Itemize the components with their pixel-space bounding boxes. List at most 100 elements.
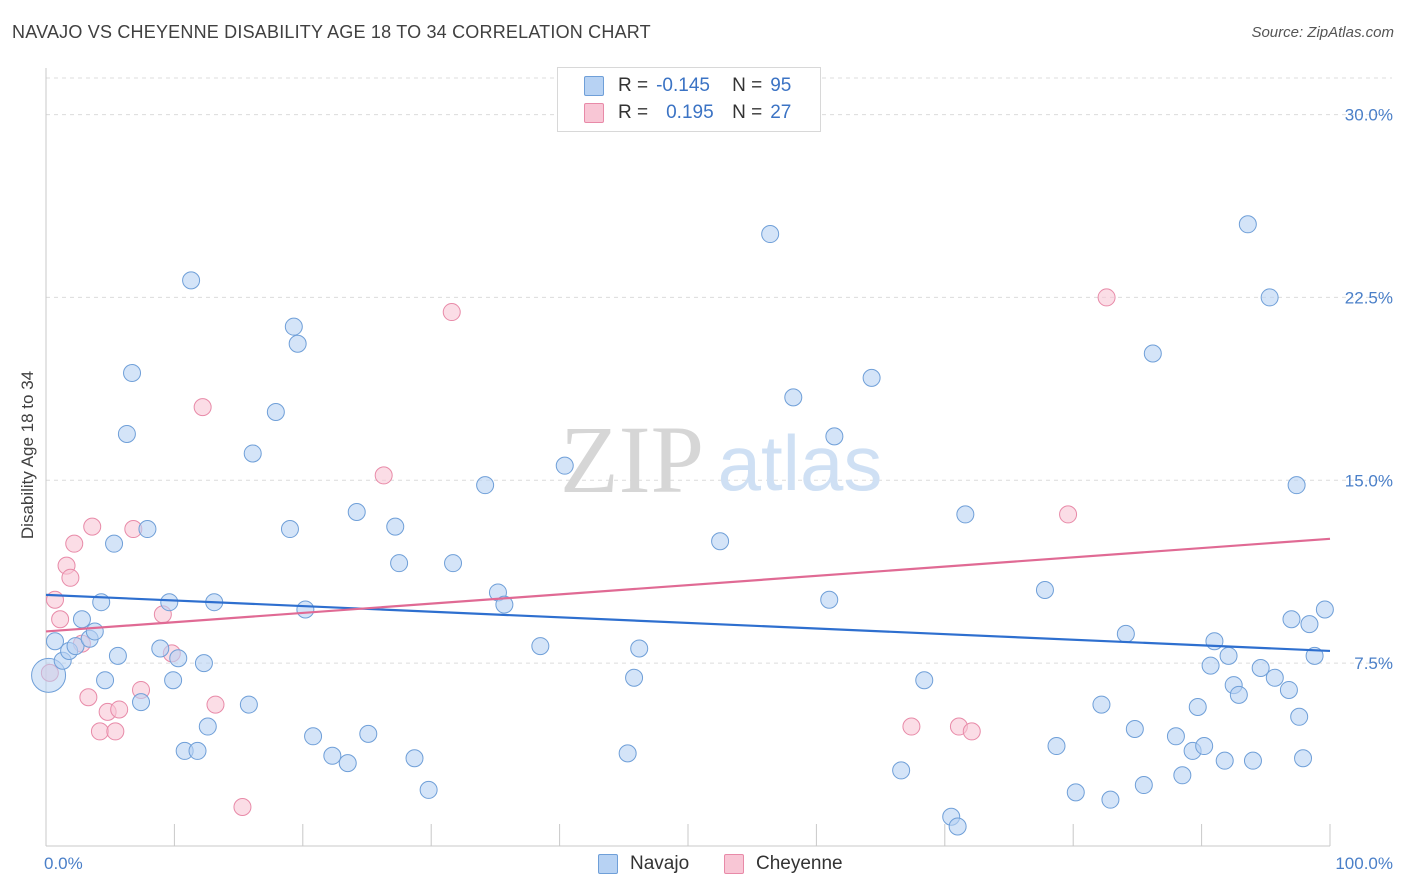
legend-item-cheyenne: Cheyenne [724, 853, 843, 875]
navajo-point-11 [108, 646, 127, 665]
navajo-point-31 [288, 334, 307, 353]
navajo-point-88 [1282, 610, 1301, 629]
navajo-point-86 [1265, 668, 1284, 687]
navajo-point-71 [1166, 727, 1185, 746]
cheyenne-point-12 [110, 700, 129, 719]
navajo-swatch [584, 76, 604, 96]
navajo-point-67 [1116, 624, 1135, 643]
navajo-point-45 [495, 595, 514, 614]
legend-navajo-swatch [598, 854, 618, 874]
cheyenne-point-17 [193, 398, 212, 417]
cheyenne-point-4 [61, 568, 80, 587]
x-tick-label-1: 100.0% [1335, 854, 1393, 873]
navajo-point-5 [72, 610, 91, 629]
watermark-zip: ZIP [560, 406, 704, 513]
gridlines [46, 77, 1392, 664]
navajo-point-62 [1035, 581, 1054, 599]
navajo-point-53 [784, 388, 803, 407]
navajo-point-4 [66, 637, 85, 656]
navajo-point-38 [386, 517, 405, 536]
navajo-point-91 [1294, 749, 1313, 768]
navajo-point-56 [862, 368, 881, 387]
navajo-point-82 [1238, 215, 1257, 234]
cheyenne-point-1 [45, 590, 64, 609]
navajo-point-72 [1173, 766, 1192, 785]
navajo-point-68 [1125, 719, 1144, 738]
correlation-legend: R = -0.145 N = 95 R = 0.195 N = 27 [557, 67, 821, 132]
cheyenne-point-2 [51, 610, 70, 629]
navajo-point-22 [188, 741, 207, 760]
navajo-point-13 [123, 364, 142, 383]
navajo-r-value: -0.145 [656, 75, 710, 96]
trend-lines [45, 537, 1331, 653]
navajo-point-39 [390, 554, 409, 573]
cheyenne-trend-line [45, 537, 1331, 633]
cheyenne-point-21 [442, 303, 461, 322]
legend-navajo-label: Navajo [630, 853, 690, 874]
navajo-point-51 [711, 532, 730, 551]
tick-labels: 7.5% 15.0% 22.5% 30.0% 0.0% 100.0% [44, 106, 1393, 873]
navajo-point-52 [761, 225, 780, 244]
navajo-point-75 [1195, 737, 1214, 756]
navajo-point-50 [630, 639, 649, 658]
navajo-point-83 [1243, 751, 1262, 770]
watermark-atlas: atlas [718, 419, 883, 507]
legend-item-navajo: Navajo [598, 853, 689, 875]
navajo-point-87 [1279, 680, 1298, 699]
cheyenne-point-25 [1059, 505, 1078, 524]
cheyenne-n-value: 27 [770, 102, 792, 123]
source-label: Source: ZipAtlas.com [1251, 24, 1394, 41]
navajo-point-27 [243, 444, 262, 463]
legend-cheyenne-swatch [724, 854, 744, 874]
navajo-point-48 [618, 744, 637, 763]
navajo-point-42 [444, 554, 463, 573]
navajo-point-19 [169, 649, 188, 668]
navajo-point-15 [138, 520, 157, 539]
y-tick-label-1: 15.0% [1345, 471, 1393, 490]
navajo-point-26 [239, 695, 258, 714]
navajo-point-61 [956, 505, 975, 524]
navajo-point-30 [284, 317, 303, 336]
navajo-point-23 [194, 654, 213, 673]
cheyenne-r-value: 0.195 [666, 102, 714, 123]
navajo-point-54 [820, 590, 839, 609]
navajo-point-89 [1287, 476, 1306, 495]
navajo-point-41 [419, 780, 438, 799]
navajo-n-label: N = [732, 75, 763, 96]
navajo-point-55 [825, 427, 844, 446]
cheyenne-point-5 [65, 534, 84, 553]
navajo-point-70 [1143, 344, 1162, 363]
navajo-point-37 [359, 724, 378, 743]
navajo-point-47 [555, 456, 574, 475]
navajo-point-21 [182, 271, 201, 290]
navajo-point-29 [280, 520, 299, 539]
chart-title: NAVAJO VS CHEYENNE DISABILITY AGE 18 TO … [12, 22, 651, 42]
navajo-point-24 [198, 717, 217, 736]
navajo-points [31, 215, 1334, 836]
cheyenne-r-label: R = [618, 102, 649, 123]
navajo-point-85 [1260, 288, 1279, 307]
navajo-point-81 [1229, 685, 1248, 704]
navajo-point-94 [1315, 600, 1334, 619]
axes [45, 68, 1331, 847]
navajo-n-value: 95 [770, 75, 792, 96]
cheyenne-n-label: N = [732, 102, 763, 123]
navajo-point-92 [1300, 615, 1319, 634]
navajo-point-28 [266, 403, 285, 422]
cheyenne-point-22 [902, 717, 921, 736]
navajo-point-18 [164, 671, 183, 690]
navajo-point-76 [1201, 656, 1220, 675]
navajo-point-36 [347, 502, 366, 521]
navajo-point-32 [296, 600, 315, 619]
navajo-point-35 [338, 754, 357, 773]
navajo-r-label: R = [618, 75, 649, 96]
y-tick-label-0: 7.5% [1354, 654, 1393, 673]
navajo-point-12 [117, 424, 136, 443]
navajo-point-79 [1219, 646, 1238, 665]
x-tick-label-0: 0.0% [44, 854, 83, 873]
navajo-point-43 [476, 476, 495, 495]
navajo-point-49 [625, 668, 644, 687]
cheyenne-point-26 [1097, 288, 1116, 307]
cheyenne-point-9 [90, 722, 109, 741]
y-tick-label-2: 22.5% [1345, 288, 1393, 307]
